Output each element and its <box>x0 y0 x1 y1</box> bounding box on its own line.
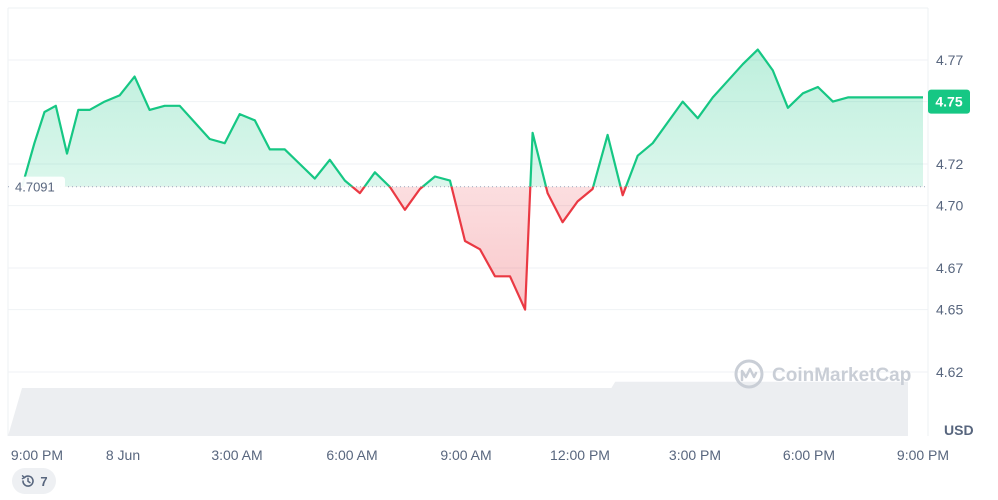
x-tick-label: 9:00 AM <box>440 447 491 463</box>
y-tick-label: 4.70 <box>936 198 963 214</box>
x-tick-label: 3:00 AM <box>211 447 262 463</box>
y-axis: 4.77 4.72 4.70 4.67 4.65 4.62 <box>936 52 963 380</box>
coinmarketcap-logo-icon <box>734 359 764 389</box>
area-above-reference <box>22 49 923 187</box>
watermark-text: CoinMarketCap <box>772 365 911 386</box>
x-tick-label: 6:00 PM <box>783 447 835 463</box>
reference-price-text: 4.7091 <box>15 180 55 195</box>
reference-price-label: 4.7091 <box>9 176 65 197</box>
y-tick-label: 4.65 <box>936 302 963 318</box>
price-line-below <box>21 186 628 311</box>
current-price-text: 4.75 <box>935 94 962 110</box>
x-tick-label: 8 Jun <box>106 447 140 463</box>
y-axis-unit: USD <box>944 422 974 438</box>
y-tick-label: 4.62 <box>936 364 963 380</box>
x-tick-label: 9:00 PM <box>897 447 949 463</box>
y-tick-label: 4.77 <box>936 52 963 68</box>
x-tick-label: 3:00 PM <box>669 447 721 463</box>
watermark: CoinMarketCap <box>734 359 911 389</box>
current-price-badge: 4.75 <box>928 89 970 114</box>
price-line-above <box>20 48 923 187</box>
volume-area <box>8 381 908 436</box>
x-tick-label: 12:00 PM <box>550 447 610 463</box>
y-tick-label: 4.72 <box>936 156 963 172</box>
y-tick-label: 4.67 <box>936 260 963 276</box>
plot-frame <box>7 7 929 436</box>
area-below-reference <box>22 186 923 310</box>
x-tick-label: 9:00 PM <box>11 447 63 463</box>
history-count: 7 <box>40 473 48 489</box>
x-axis: 9:00 PM 8 Jun 3:00 AM 6:00 AM 9:00 AM 12:00 P… <box>11 447 949 463</box>
history-badge[interactable]: 7 <box>12 468 56 494</box>
history-icon <box>20 473 36 489</box>
x-tick-label: 6:00 AM <box>326 447 377 463</box>
